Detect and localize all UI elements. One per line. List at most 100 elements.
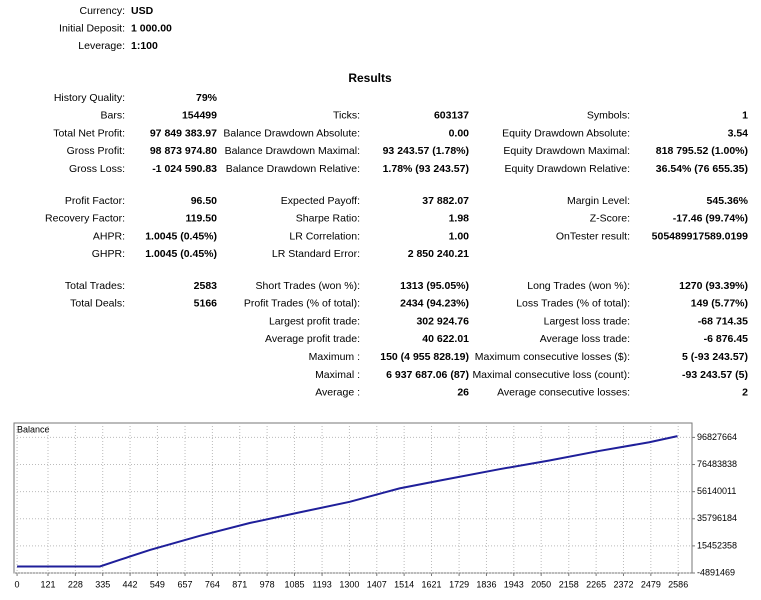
stat-value: 6 937 687.06 (87) (386, 369, 469, 381)
setting-label: Leverage: (78, 40, 125, 52)
x-tick-label: 1193 (312, 579, 331, 589)
stat-label: Total Deals: (70, 298, 125, 310)
stat-label: OnTester result: (556, 230, 630, 242)
stat-value: 5166 (194, 298, 218, 310)
stat-label: Average loss trade: (540, 333, 630, 345)
stat-label: Ticks: (333, 110, 360, 122)
stat-value: 150 (4 955 828.19) (380, 351, 469, 363)
y-tick-label: -4891469 (697, 567, 735, 577)
chart-frame (13, 422, 693, 574)
x-tick-label: 121 (40, 579, 55, 589)
stat-label: Profit Trades (% of total): (244, 298, 360, 310)
setting-value: USD (131, 5, 154, 17)
stat-value: 96.50 (191, 195, 217, 207)
stat-value: 79% (196, 92, 218, 104)
stat-value: 1.00 (449, 230, 470, 242)
stat-value: -68 714.35 (698, 315, 748, 327)
stat-value: 603137 (434, 110, 469, 122)
stat-label: Recovery Factor: (45, 213, 125, 225)
stat-label: Symbols: (587, 110, 630, 122)
stat-value: 98 873 974.80 (150, 145, 217, 157)
stat-value: 2 850 240.21 (408, 248, 469, 260)
stat-label: Gross Profit: (67, 145, 125, 157)
stat-value: 818 795.52 (1.00%) (656, 145, 748, 157)
stat-label: Maximum : (309, 351, 360, 363)
stat-label: Maximal : (315, 369, 360, 381)
stat-label: Sharpe Ratio: (296, 213, 360, 225)
x-tick-label: 549 (150, 579, 165, 589)
stat-label: Z-Score: (590, 213, 630, 225)
y-tick-label: 56140011 (697, 486, 736, 496)
stat-value: -17.46 (99.74%) (673, 213, 748, 225)
stat-label: Maximal consecutive loss (count): (472, 369, 630, 381)
stat-value: 3.54 (728, 127, 749, 139)
stat-label: Bars: (100, 110, 125, 122)
x-tick-label: 335 (95, 579, 110, 589)
stat-label: Average consecutive losses: (497, 387, 630, 399)
stat-value: 1.78% (93 243.57) (383, 163, 469, 175)
stat-label: Equity Drawdown Relative: (505, 163, 630, 175)
stat-label: Profit Factor: (65, 195, 125, 207)
stat-value: 37 882.07 (422, 195, 469, 207)
setting-label: Initial Deposit: (59, 22, 125, 34)
y-tick-label: 35796184 (697, 513, 737, 523)
stat-value: 5 (-93 243.57) (682, 351, 748, 363)
x-tick-label: 657 (178, 579, 193, 589)
x-tick-label: 442 (123, 579, 138, 589)
x-tick-label: 2265 (586, 579, 606, 589)
x-tick-label: 2479 (641, 579, 661, 589)
x-tick-label: 1943 (504, 579, 524, 589)
stat-value: -93 243.57 (5) (682, 369, 748, 381)
stat-value: 119.50 (185, 213, 217, 225)
stat-value: 26 (457, 387, 469, 399)
stat-value: 97 849 383.97 (150, 127, 217, 139)
x-tick-label: 764 (205, 579, 220, 589)
stat-value: 2 (742, 387, 748, 399)
x-tick-label: 978 (260, 579, 275, 589)
stat-value: 93 243.57 (1.78%) (383, 145, 469, 157)
stat-label: LR Correlation: (289, 230, 360, 242)
stat-value: 545.36% (707, 195, 749, 207)
stat-value: -1 024 590.83 (152, 163, 217, 175)
stat-label: Balance Drawdown Absolute: (223, 127, 360, 139)
stat-label: History Quality: (54, 92, 125, 104)
y-tick-label: 96827664 (697, 432, 737, 442)
results-title: Results (348, 71, 392, 85)
x-tick-label: 1836 (476, 579, 496, 589)
x-tick-label: 2050 (531, 579, 551, 589)
stat-value: 154499 (182, 110, 217, 122)
x-tick-label: 1729 (449, 579, 469, 589)
stat-label: LR Standard Error: (272, 248, 360, 260)
stat-label: Gross Loss: (69, 163, 125, 175)
stat-value: 302 924.76 (416, 315, 469, 327)
x-tick-label: 1621 (421, 579, 441, 589)
stat-value: 1270 (93.39%) (679, 280, 748, 292)
stat-label: Short Trades (won %): (256, 280, 360, 292)
setting-value: 1 000.00 (131, 22, 172, 34)
stat-value: 2583 (194, 280, 218, 292)
stat-label: Loss Trades (% of total): (516, 298, 630, 310)
chart-title: Balance (17, 424, 50, 434)
stat-value: 1.98 (449, 213, 470, 225)
x-tick-label: 871 (232, 579, 247, 589)
stat-value: 36.54% (76 655.35) (656, 163, 748, 175)
x-tick-label: 2372 (613, 579, 633, 589)
y-tick-label: 15452358 (697, 540, 737, 550)
stat-value: 40 622.01 (422, 333, 469, 345)
stat-label: AHPR: (93, 230, 125, 242)
x-tick-label: 1407 (367, 579, 387, 589)
x-tick-label: 1514 (394, 579, 414, 589)
stat-label: Margin Level: (567, 195, 630, 207)
x-tick-label: 1300 (339, 579, 359, 589)
stat-label: Long Trades (won %): (527, 280, 630, 292)
stat-label: Balance Drawdown Maximal: (225, 145, 360, 157)
stat-label: Equity Drawdown Absolute: (502, 127, 630, 139)
stat-value: 1 (742, 110, 748, 122)
stat-label: Average : (315, 387, 360, 399)
stat-label: Balance Drawdown Relative: (226, 163, 360, 175)
stat-value: 0.00 (449, 127, 470, 139)
y-tick-label: 76483838 (697, 459, 737, 469)
balance-line (17, 435, 678, 568)
stat-label: Maximum consecutive losses ($): (475, 351, 630, 363)
